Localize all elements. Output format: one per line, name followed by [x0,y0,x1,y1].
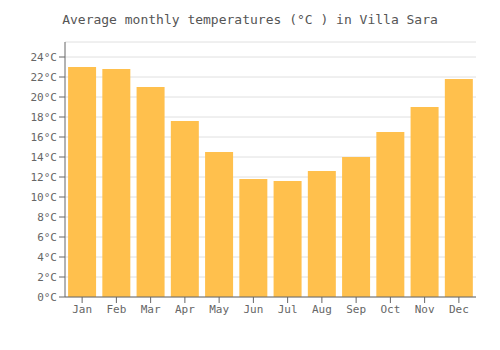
svg-text:Aug: Aug [312,303,332,316]
svg-text:16°C: 16°C [31,131,58,144]
svg-text:Sep: Sep [346,303,366,316]
svg-text:0°C: 0°C [37,291,57,304]
svg-text:Jan: Jan [72,303,92,316]
svg-text:Apr: Apr [175,303,195,316]
svg-text:24°C: 24°C [31,51,58,64]
svg-text:Nov: Nov [415,303,435,316]
svg-text:6°C: 6°C [37,231,57,244]
svg-text:Feb: Feb [106,303,126,316]
svg-text:2°C: 2°C [37,271,57,284]
html-text:Average monthly temperatures (: Average monthly temperatures (°C ) in Vi… [62,12,438,27]
svg-text:Mar: Mar [141,303,161,316]
svg-text:18°C: 18°C [31,111,58,124]
svg-text:Jun: Jun [243,303,263,316]
svg-text:8°C: 8°C [37,211,57,224]
svg-text:10°C: 10°C [31,191,58,204]
svg-text:4°C: 4°C [37,251,57,264]
svg-text:14°C: 14°C [31,151,58,164]
svg-text:Dec: Dec [449,303,469,316]
svg-text:May: May [209,303,229,316]
svg-text:20°C: 20°C [31,91,58,104]
svg-text:Jul: Jul [278,303,298,316]
svg-text:Oct: Oct [380,303,400,316]
svg-text:12°C: 12°C [31,171,58,184]
svg-text:22°C: 22°C [31,71,58,84]
